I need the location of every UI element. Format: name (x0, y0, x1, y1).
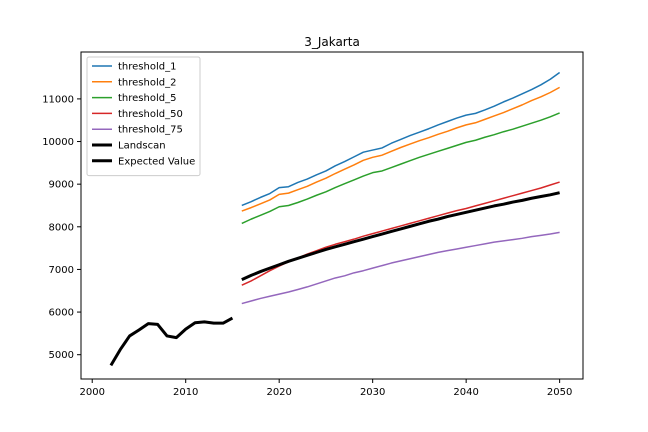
x-tick-label: 2030 (360, 387, 385, 398)
series-line-expected-value (241, 191, 560, 282)
legend-label-expected-value: Expected Value (118, 156, 195, 167)
y-tick-label: 5000 (49, 350, 74, 361)
legend: threshold_1 threshold_2 threshold_5thresho… (86, 56, 201, 177)
series-line-threshold-50 (241, 181, 560, 286)
legend-label-threshold-50: threshold_50 (118, 109, 183, 120)
series-line-threshold-2 (241, 86, 560, 212)
y-tick-label: 8000 (49, 222, 74, 233)
y-tick-label: 9000 (49, 180, 74, 191)
legend-label-threshold-75: threshold_75 (118, 125, 183, 136)
y-tick-label: 10000 (42, 137, 74, 148)
legend-label-threshold-1: threshold_1 (118, 62, 176, 73)
plot-area (109, 71, 561, 367)
legend-label-landscan: Landscan (118, 141, 166, 152)
y-axis: 5000 6000 7000 8000 9000 10000 11000 (42, 94, 81, 361)
y-tick-label: 11000 (42, 94, 74, 105)
x-axis: 2000 2010 2020 2030 2040 2050 (79, 379, 572, 398)
x-tick-label: 2050 (547, 387, 572, 398)
legend-label-threshold-5: threshold_5 (118, 93, 176, 104)
plot-frame (80, 51, 584, 380)
series-line-threshold-1 (241, 71, 561, 207)
series-line-threshold-5 (241, 112, 560, 225)
y-tick-label: 6000 (49, 308, 74, 319)
legend-label-threshold-2: threshold_2 (118, 77, 176, 88)
series-line-threshold-75 (241, 231, 560, 305)
y-tick-label: 7000 (49, 265, 74, 276)
series-line-landscan (109, 316, 234, 367)
legend-box (86, 56, 201, 177)
x-tick-label: 2010 (173, 387, 198, 398)
x-tick-label: 2000 (79, 387, 104, 398)
x-tick-label: 2040 (453, 387, 478, 398)
chart-title: 3_Jakarta (304, 35, 360, 49)
x-tick-label: 2020 (266, 387, 291, 398)
